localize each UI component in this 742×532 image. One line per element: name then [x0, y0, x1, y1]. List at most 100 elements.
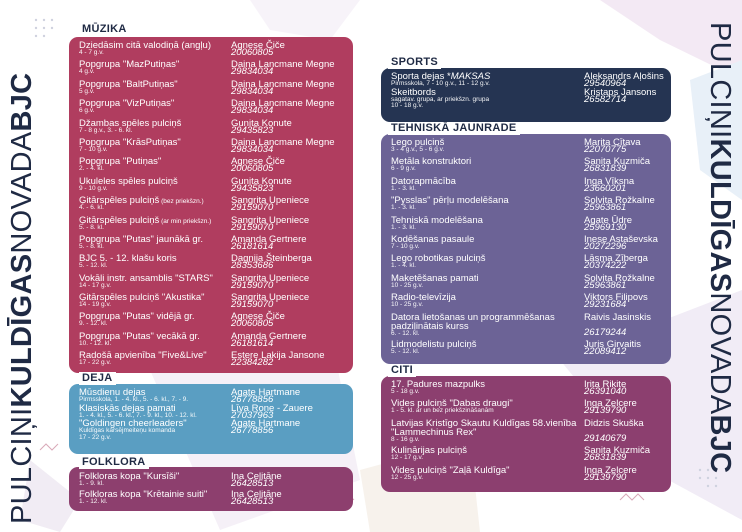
leader-phone: 29435823 [231, 124, 274, 136]
section-title-muzika: MŪZIKA [79, 23, 130, 36]
activity-name-line2: padziļinātais kurss [391, 320, 469, 332]
activity-name-text: "Pysslas" pērļu modelēšana [391, 195, 509, 207]
activity-name-text: 17. Padures mazpulks [391, 379, 485, 390]
leader-name: Amanda Gertnere [231, 233, 307, 245]
activity-name: Vides pulciņš "Dabas draugi" [391, 398, 513, 409]
leader-name: Sanita Kuzmiča [584, 445, 651, 457]
activity-name-text: Popgrupa "BaltPutiņas" [79, 78, 178, 90]
activity-age-group: 7 - 10 g.v. [391, 242, 420, 250]
activity-age-group: 2. - 4. kl. [79, 165, 104, 173]
activity-name-text: Sporta dejas * [391, 71, 451, 82]
activity-note: MAKSAS [450, 71, 491, 82]
activity-name: Kulinārijas pulciņš [391, 445, 467, 456]
list-item: Popgrupa "BaltPutiņas" 5 g.v. Daina Lancma… [69, 79, 353, 98]
leader-name: Gunita Konute [231, 117, 292, 129]
list-item: Klasiskās dejas pamati 1. - 4. kl., 5. - … [69, 403, 353, 420]
folklora-panel: Folkloras kopa "Kursīši" 1. - 9. kl. Ina C… [69, 467, 353, 511]
activity-name-text: Popgrupa "KrāsPutiņas" [79, 136, 181, 148]
activity-age-group: 4 - 7 g.v. [79, 49, 104, 56]
activity-name: Vides pulciņš "Zaļā Kuldīga" [391, 465, 510, 476]
activity-name-text: "Goldingen cheerleaders" [79, 418, 187, 429]
leader-phone: 29540964 [584, 78, 627, 89]
activity-name: Datora lietošanas un programmēšanas [391, 312, 555, 323]
activity-name: Radio-televīzija [391, 292, 456, 303]
activity-name-text: Vokāli instr. ansamblis "STARS" [79, 272, 213, 284]
activity-age-group: 1. - 9. kl. [79, 480, 104, 487]
activity-age-group: 6 g.v. [79, 107, 95, 115]
list-item: Popgrupa "Putiņas" 2. - 4. kl. Agnese Čiče… [69, 156, 353, 175]
leader-phone: 22384282 [231, 357, 274, 369]
activity-name-text: Kodēšanas pasaule [391, 233, 475, 245]
activity-note: (bez priekšzn.) [159, 198, 204, 206]
activity-name: Mūsdienu dejas [79, 387, 146, 398]
activity-name-text: Datorapmācība [391, 175, 456, 187]
activity-name: Dziedāsim citā valodiņā (angļu) [79, 40, 211, 51]
list-item: Maketēšanas pamati 10 - 25 g.v. Solvita Ro… [381, 273, 671, 292]
activity-name-text: Ģitārspēles pulciņš [79, 214, 160, 226]
list-item: Datorapmācība 1. - 3. kl. Inga Vīksna 23660… [381, 176, 671, 195]
leader-name: Agnese Čiče [231, 40, 285, 51]
list-item: Skeitbords sagatav. grupa, ar priekšzn. g… [381, 86, 671, 105]
list-item: Folkloras kopa "Krētainie suiti" 1. - 12.… [69, 489, 353, 507]
list-item: Lego robotikas pulciņš 1. - 4. kl. Lāsma Z… [381, 253, 671, 272]
section-title-citi: CITI [388, 364, 416, 377]
deja-panel: Mūsdienu dejas Pirmsskola, 1. - 4. kl., 5… [69, 384, 353, 454]
leader-name: Aleksandrs Aļošins [584, 71, 664, 82]
leader-phone: 26582714 [584, 93, 627, 105]
activity-name: Latvijas Kristīgo Skautu Kuldīgas 58.vie… [391, 418, 576, 429]
list-item: Vides pulciņš "Zaļā Kuldīga" 12 - 25 g.v.… [381, 465, 671, 484]
leader-phone: 26831839 [584, 452, 627, 464]
activity-name-text: Dziedāsim citā valodiņā (angļu) [79, 40, 212, 51]
activity-name-text: Mūsdienu dejas [79, 387, 146, 398]
list-item: Latvijas Kristīgo Skautu Kuldīgas 58.vie… [381, 418, 671, 445]
activity-age-group: 1. - 12. kl. [79, 498, 108, 505]
leader-name: Daina Lancmane Megne [231, 59, 335, 71]
leader-phone: 25963861 [584, 202, 627, 214]
leader-phone: 20060805 [231, 47, 274, 58]
leader-name: Sangrita Upeniece [231, 195, 310, 207]
list-item: Tehniskā modelēšana 1. - 3. kl. Agate Ūdre… [381, 215, 671, 234]
activity-age-group: 10 - 25 g.v. [391, 301, 424, 309]
leader-phone: 29834034 [231, 85, 274, 97]
list-item: 10 - 18 g.v. [381, 102, 671, 118]
leader-phone: 23660201 [584, 182, 627, 194]
activity-age-group: 4 g.v. [79, 68, 95, 76]
activity-age-group: 6 - 9 g.v. [391, 165, 416, 173]
leader-phone: 29231684 [584, 299, 627, 311]
list-item: BJC 5. - 12. klašu koris 5. - 12. kl. Dagn… [69, 253, 353, 272]
leader-phone: 20374222 [584, 260, 627, 272]
activity-name-text: Vides pulciņš "Dabas draugi" [391, 398, 513, 410]
leader-name: Kristaps Jansons [584, 86, 657, 98]
activity-age-group: 5. - 8. kl. [79, 242, 104, 250]
activity-name: Popgrupa "VizPutiņas" [79, 98, 174, 109]
activity-name: Lego robotikas pulciņš [391, 253, 486, 264]
activity-age-group: 17 - 22 g.v. [79, 359, 112, 367]
leader-phone: 20272296 [584, 240, 627, 252]
leader-name: Sanita Kuzmiča [584, 156, 651, 168]
activity-age-group: 1. - 4. kl., 5. - 6. kl., 7. - 9. kl., 1… [79, 411, 197, 419]
list-item: Ģitārspēles pulciņš (bez priekšzn.) 4. - … [69, 195, 353, 214]
leader-phone: 26778856 [231, 394, 274, 405]
activity-age-group: 12 - 17 g.v. [391, 454, 424, 462]
section-title-sports: SPORTS [388, 56, 442, 69]
section-title-deja: DEJA [79, 372, 116, 385]
list-item: Lidmodelistu pulciņš 5. - 12. kl. Juris Gi… [381, 339, 671, 358]
activity-age-group: 4. - 6. kl. [79, 204, 104, 212]
leader-phone: 26778856 [231, 425, 274, 436]
list-item: Popgrupa "MazPutiņas" 4 g.v. Daina Lancman… [69, 59, 353, 78]
activity-name: 17. Padures mazpulks [391, 379, 485, 390]
activity-name-text: Popgrupa "Putas" jaunākā gr. [79, 233, 203, 245]
leader-phone: 26179244 [584, 326, 627, 338]
activity-name: Ģitārspēles pulciņš "Akustika" [79, 292, 205, 303]
leader-name: Daina Lancmane Megne [231, 136, 335, 148]
leader-name: Inese Astaševska [584, 233, 658, 245]
activity-name-text: Lidmodelistu pulciņš [391, 338, 477, 350]
activity-name-line2: "Lammechinus Rex" [391, 426, 477, 438]
activity-name: Lego pulciņš [391, 137, 444, 148]
activity-name: Vokāli instr. ansamblis "STARS" [79, 273, 213, 284]
leader-name: Marita Cītava [584, 137, 641, 148]
leader-phone: 29159070 [231, 299, 274, 311]
activity-name: Popgrupa "Putas" vecākā gr. [79, 331, 200, 342]
activity-name-text: Popgrupa "Putas" vecākā gr. [79, 330, 200, 342]
activity-name: Sporta dejas *MAKSAS [391, 71, 490, 82]
